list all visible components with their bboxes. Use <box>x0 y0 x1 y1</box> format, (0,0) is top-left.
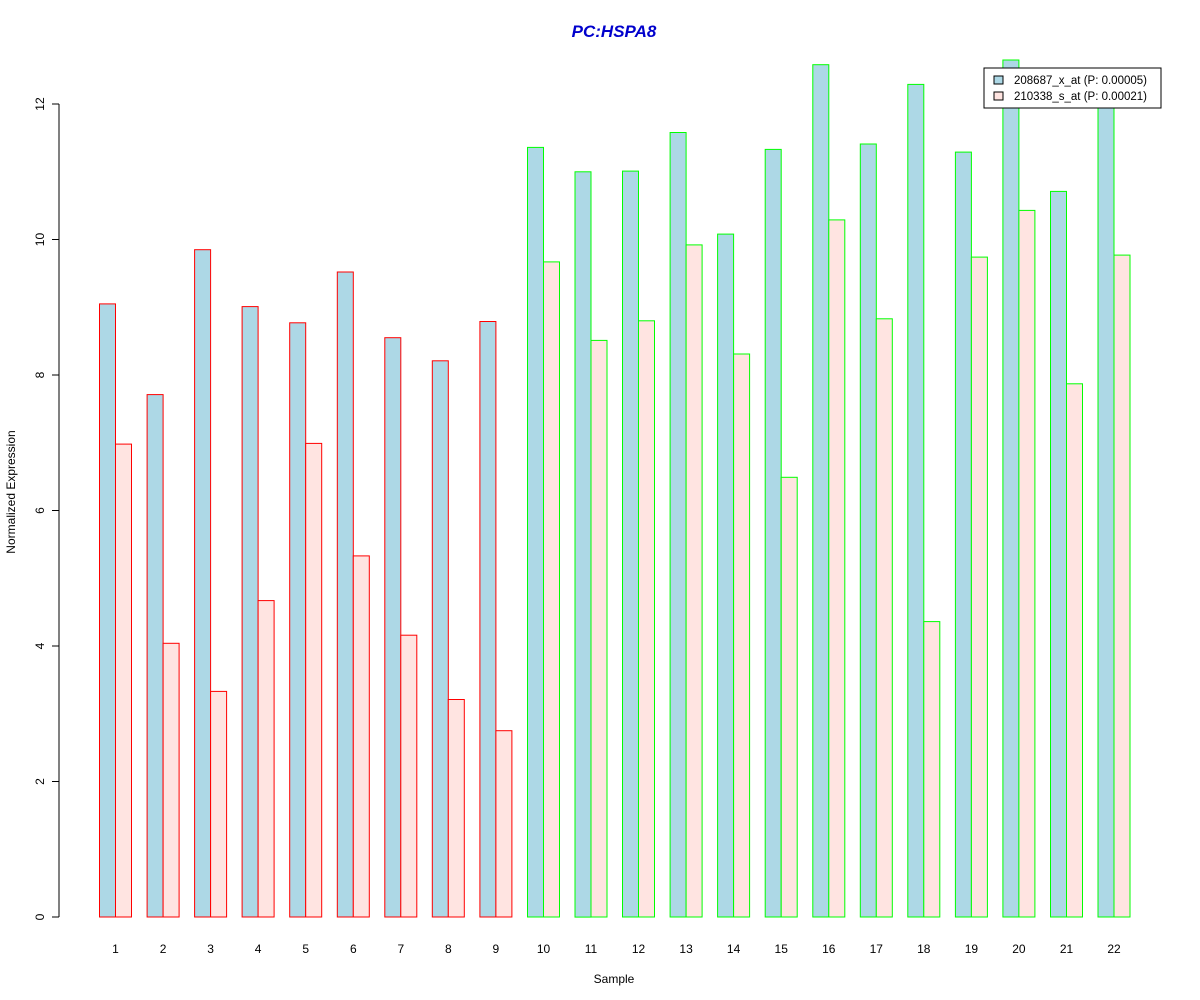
y-tick-label-4: 4 <box>33 642 47 649</box>
x-tick-label-9: 9 <box>493 942 500 956</box>
y-axis-title: Normalized Expression <box>4 430 18 553</box>
y-tick-label-0: 0 <box>33 913 47 920</box>
x-tick-label-2: 2 <box>160 942 167 956</box>
bar-s2-sample-19 <box>970 256 988 918</box>
bar-s2-sample-4 <box>257 600 275 918</box>
legend-box <box>983 67 1162 109</box>
y-ticks: 0 2 4 6 8 10 12 <box>33 97 59 920</box>
bar-s1-sample-7 <box>384 337 402 918</box>
y-tick-label-10: 10 <box>33 233 47 247</box>
x-tick-label-8: 8 <box>445 942 452 956</box>
x-tick-label-12: 12 <box>632 942 646 956</box>
bar-s1-sample-3 <box>194 249 212 918</box>
x-tick-label-17: 17 <box>870 942 884 956</box>
bar-s2-sample-18 <box>923 621 941 918</box>
bar-s1-sample-6 <box>336 271 354 918</box>
bar-s2-sample-12 <box>638 320 655 918</box>
x-tick-label-3: 3 <box>207 942 214 956</box>
x-tick-label-22: 22 <box>1107 942 1121 956</box>
bar-s2-sample-13 <box>685 244 703 918</box>
x-tick-label-7: 7 <box>397 942 404 956</box>
bar-s1-sample-2 <box>146 394 164 918</box>
x-tick-label-13: 13 <box>679 942 693 956</box>
x-labels: 1 2 3 4 5 6 7 8 9 10 11 12 13 14 15 16 17 18 19 20 21 22 <box>112 942 1121 956</box>
chart-title: PC:HSPA8 <box>572 22 657 41</box>
bar-s1-sample-12 <box>622 170 639 918</box>
bar-s1-sample-10 <box>527 146 544 918</box>
bar-s2-sample-5 <box>305 442 323 918</box>
bar-s1-sample-21 <box>1050 190 1067 918</box>
bar-s1-sample-16 <box>812 64 830 918</box>
legend-swatch-2 <box>993 91 1004 101</box>
x-tick-label-21: 21 <box>1060 942 1074 956</box>
x-tick-label-15: 15 <box>775 942 789 956</box>
bar-s2-sample-14 <box>733 353 751 918</box>
bar-s2-sample-3 <box>210 690 228 918</box>
x-axis-title: Sample <box>594 972 635 986</box>
x-tick-label-4: 4 <box>255 942 262 956</box>
x-tick-label-18: 18 <box>917 942 931 956</box>
bar-s2-sample-15 <box>780 476 798 918</box>
bar-s2-sample-10 <box>543 261 560 918</box>
bar-s1-sample-5 <box>289 322 307 918</box>
x-tick-label-19: 19 <box>965 942 979 956</box>
bar-s2-sample-1 <box>115 443 132 918</box>
x-tick-label-5: 5 <box>302 942 309 956</box>
legend-label-2: 210338_s_at (P: 0.00021) <box>1014 91 1147 103</box>
bar-s2-sample-9 <box>495 730 513 918</box>
x-tick-label-6: 6 <box>350 942 357 956</box>
x-tick-label-20: 20 <box>1012 942 1026 956</box>
legend: 208687_x_at (P: 0.00005) 210338_s_at (P:… <box>983 67 1162 109</box>
bar-s2-sample-22 <box>1113 254 1131 918</box>
bar-s1-sample-11 <box>574 171 592 918</box>
bar-s1-sample-15 <box>764 148 782 918</box>
legend-swatch-1 <box>993 75 1004 85</box>
x-tick-label-1: 1 <box>112 942 119 956</box>
x-tick-label-11: 11 <box>585 942 598 956</box>
bar-s1-sample-4 <box>241 306 259 918</box>
x-tick-label-10: 10 <box>537 942 551 956</box>
bar-s1-sample-9 <box>479 321 497 918</box>
bar-s2-sample-8 <box>447 699 465 918</box>
bar-s2-sample-17 <box>875 318 893 918</box>
bar-s1-sample-17 <box>859 143 877 918</box>
y-tick-label-2: 2 <box>33 778 47 785</box>
bar-s2-sample-11 <box>590 339 608 918</box>
y-tick-label-6: 6 <box>33 507 47 514</box>
bar-s1-sample-1 <box>99 303 116 918</box>
bar-s2-sample-6 <box>352 555 370 918</box>
y-tick-label-8: 8 <box>33 371 47 378</box>
x-tick-label-16: 16 <box>822 942 836 956</box>
bar-s2-sample-21 <box>1066 383 1083 918</box>
bar-s2-sample-16 <box>828 219 846 918</box>
bar-s1-sample-20 <box>1002 59 1020 918</box>
x-tick-label-14: 14 <box>727 942 741 956</box>
bar-s1-sample-22 <box>1097 103 1115 918</box>
bar-s1-sample-8 <box>431 360 449 918</box>
bars-layer <box>99 59 1131 918</box>
bar-s1-sample-13 <box>669 132 687 918</box>
bar-s2-sample-7 <box>400 634 418 918</box>
legend-label-1: 208687_x_at (P: 0.00005) <box>1014 75 1147 87</box>
bar-s2-sample-2 <box>162 642 180 918</box>
bar-s2-sample-20 <box>1018 209 1036 918</box>
bar-s1-sample-18 <box>907 83 925 918</box>
bar-s1-sample-19 <box>954 151 972 918</box>
y-tick-label-12: 12 <box>33 97 47 111</box>
bar-s1-sample-14 <box>717 233 735 918</box>
